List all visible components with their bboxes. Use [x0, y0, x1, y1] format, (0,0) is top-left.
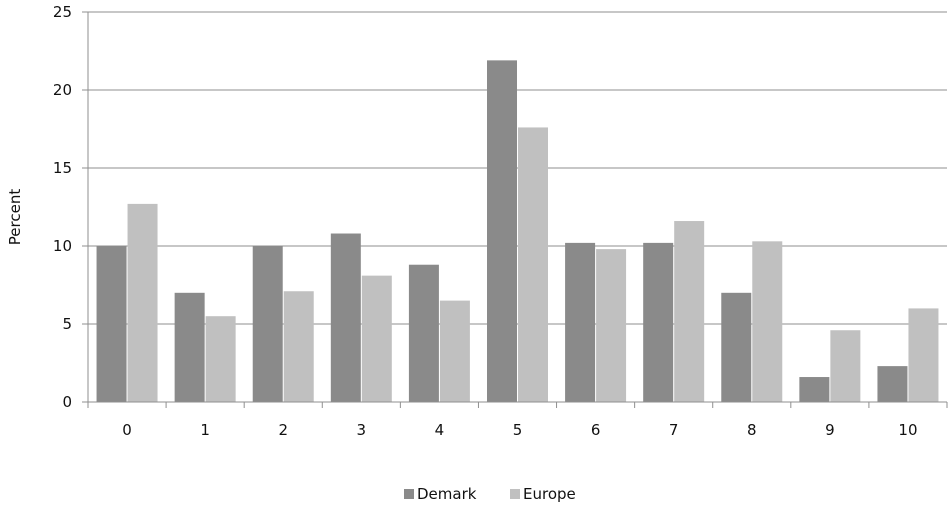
x-tick-label-5: 5	[513, 421, 523, 439]
axes	[82, 11, 948, 408]
bar-europe-9	[830, 330, 861, 402]
bar-demark-7	[643, 242, 674, 402]
bar-demark-3	[330, 233, 361, 402]
bar-demark-5	[487, 60, 517, 403]
x-tick-label-3: 3	[357, 421, 367, 439]
legend: Demark Europe	[404, 485, 576, 503]
bar-demark-2	[252, 246, 283, 402]
legend-item-europe: Europe	[510, 485, 576, 503]
bar-demark-6	[565, 242, 596, 402]
bar-europe-6	[596, 249, 627, 402]
legend-label-demark: Demark	[417, 485, 477, 503]
x-tick-label-10: 10	[898, 421, 917, 439]
legend-swatch-demark	[404, 489, 414, 499]
y-tick-label-5: 5	[62, 315, 72, 333]
y-tick-label-15: 15	[53, 159, 72, 177]
bar-europe-5	[518, 127, 548, 402]
x-tick-label-2: 2	[278, 421, 288, 439]
bar-europe-1	[205, 316, 236, 402]
bar-demark-9	[799, 377, 830, 402]
bar-demark-8	[721, 292, 752, 402]
y-tick-label-10: 10	[53, 237, 72, 255]
y-tick-label-20: 20	[53, 81, 72, 99]
x-tick-label-4: 4	[435, 421, 445, 439]
x-tick-label-6: 6	[591, 421, 601, 439]
bar-europe-3	[361, 275, 392, 402]
bar-demark-10	[877, 366, 908, 402]
legend-label-europe: Europe	[523, 485, 576, 503]
y-axis-title: Percent	[6, 189, 24, 246]
bar-europe-0	[127, 203, 158, 402]
bar-demark-0	[96, 246, 127, 402]
bar-europe-7	[674, 221, 705, 402]
bar-europe-10	[908, 308, 939, 402]
x-tick-label-7: 7	[669, 421, 679, 439]
legend-item-demark: Demark	[404, 485, 477, 503]
x-tick-labels: 0 1 2 3 4 5 6 7 8 9 10	[122, 421, 917, 439]
gridlines	[88, 11, 947, 325]
x-tick-label-8: 8	[747, 421, 757, 439]
y-tick-label-25: 25	[53, 3, 72, 21]
bar-europe-2	[283, 291, 314, 402]
bar-europe-4	[439, 300, 470, 402]
bar-demark-1	[174, 292, 205, 402]
x-tick-label-1: 1	[200, 421, 210, 439]
x-tick-label-9: 9	[825, 421, 835, 439]
y-tick-labels: 0 5 10 15 20 25	[53, 3, 72, 411]
bars	[96, 60, 939, 403]
bar-demark-4	[408, 264, 439, 402]
y-tick-label-0: 0	[62, 393, 72, 411]
bar-europe-8	[752, 241, 783, 402]
legend-swatch-europe	[510, 489, 520, 499]
x-tick-label-0: 0	[122, 421, 132, 439]
